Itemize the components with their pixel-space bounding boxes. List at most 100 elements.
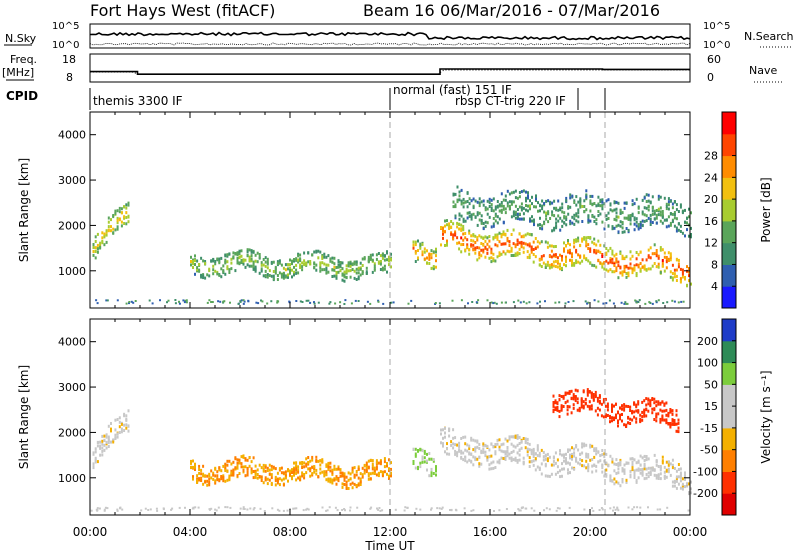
scatter-cell — [381, 474, 384, 478]
scatter-cell — [514, 245, 517, 249]
scatter-cell — [593, 463, 596, 467]
scatter-cell — [677, 418, 680, 422]
ground-scatter-cell — [434, 302, 437, 304]
scatter-cell — [240, 258, 243, 262]
scatter-cell — [571, 255, 573, 259]
scatter-cell — [550, 463, 553, 467]
scatter-cell — [645, 219, 648, 223]
scatter-cell — [500, 201, 503, 204]
scatter-cell — [623, 406, 626, 410]
scatter-cell — [583, 254, 586, 258]
scatter-cell — [373, 472, 376, 475]
scatter-cell — [278, 259, 281, 263]
scatter-cell — [686, 228, 688, 232]
scatter-cell — [641, 410, 644, 414]
scatter-cell — [284, 476, 287, 480]
scatter-cell — [559, 452, 561, 456]
scatter-cell — [615, 257, 618, 261]
scatter-cell — [462, 451, 465, 455]
scatter-cell — [460, 250, 463, 254]
scatter-cell — [462, 435, 465, 439]
scatter-cell — [565, 199, 568, 203]
scatter-cell — [569, 248, 571, 252]
scatter-cell — [502, 442, 505, 446]
scatter-cell — [601, 262, 604, 266]
scatter-cell — [528, 442, 531, 446]
ground-scatter-cell — [586, 302, 589, 305]
scatter-cell — [371, 462, 374, 466]
scatter-cell — [583, 256, 586, 260]
scatter-cell — [565, 215, 568, 219]
scatter-cell — [486, 199, 489, 203]
scatter-cell — [587, 217, 590, 220]
scatter-cell — [564, 391, 567, 395]
scatter-cell — [665, 225, 668, 229]
scatter-cell — [512, 211, 515, 215]
scatter-cell — [214, 479, 217, 483]
scatter-cell — [417, 467, 419, 471]
scatter-cell — [462, 238, 465, 242]
scatter-cell — [613, 226, 616, 230]
ground-scatter-cell — [369, 302, 372, 305]
scatter-cell — [226, 260, 229, 264]
ground-scatter-cell — [592, 509, 595, 512]
scatter-cell — [291, 475, 293, 479]
scatter-cell — [516, 251, 519, 255]
scatter-cell — [494, 445, 497, 449]
scatter-cell — [309, 260, 312, 263]
scatter-cell — [194, 259, 196, 263]
scatter-cell — [576, 389, 579, 393]
scatter-cell — [278, 483, 281, 487]
ground-scatter-cell — [301, 301, 304, 303]
scatter-cell — [671, 418, 674, 422]
scatter-cell — [359, 480, 362, 484]
scatter-cell — [309, 262, 312, 266]
scatter-cell — [573, 238, 576, 242]
scatter-cell — [571, 259, 573, 263]
scatter-cell — [661, 400, 664, 404]
scatter-cell — [476, 236, 479, 240]
scatter-cell — [629, 266, 632, 270]
scatter-cell — [238, 262, 241, 266]
scatter-cell — [216, 478, 219, 482]
ground-scatter-cell — [647, 506, 649, 509]
scatter-cell — [240, 455, 243, 459]
scatter-cell — [569, 448, 571, 452]
scatter-cell — [490, 467, 493, 471]
scatter-cell — [535, 194, 537, 198]
scatter-cell — [466, 460, 469, 464]
scatter-cell — [647, 204, 650, 208]
scatter-cell — [587, 455, 590, 459]
scatter-cell — [550, 265, 553, 269]
scatter-cell — [619, 224, 622, 228]
scatter-cell — [289, 271, 291, 275]
scatter-cell — [633, 216, 636, 220]
scatter-cell — [571, 194, 574, 198]
scatter-cell — [472, 197, 475, 201]
scatter-cell — [444, 431, 446, 435]
scatter-cell — [565, 260, 567, 264]
scatter-cell — [293, 258, 295, 261]
scatter-cell — [675, 486, 678, 490]
scatter-cell — [518, 195, 521, 199]
scatter-cell — [456, 199, 459, 203]
scatter-cell — [96, 460, 99, 464]
scatter-cell — [629, 222, 632, 226]
scatter-cell — [266, 260, 269, 264]
scatter-cell — [571, 261, 573, 265]
scatter-cell — [577, 461, 580, 465]
scatter-cell — [196, 477, 199, 481]
scatter-cell — [208, 480, 211, 484]
scatter-cell — [607, 217, 610, 220]
scatter-cell — [266, 266, 269, 270]
scatter-cell — [355, 267, 358, 271]
power-colorbar-label: Power [dB] — [759, 177, 773, 242]
scatter-cell — [594, 409, 597, 413]
scatter-cell — [579, 261, 582, 265]
scatter-cell — [665, 418, 668, 422]
scatter-cell — [589, 219, 592, 223]
scatter-cell — [270, 464, 273, 468]
scatter-cell — [236, 461, 239, 465]
nsearch-tick-low: 10^0 — [703, 40, 730, 51]
scatter-cell — [446, 243, 448, 247]
